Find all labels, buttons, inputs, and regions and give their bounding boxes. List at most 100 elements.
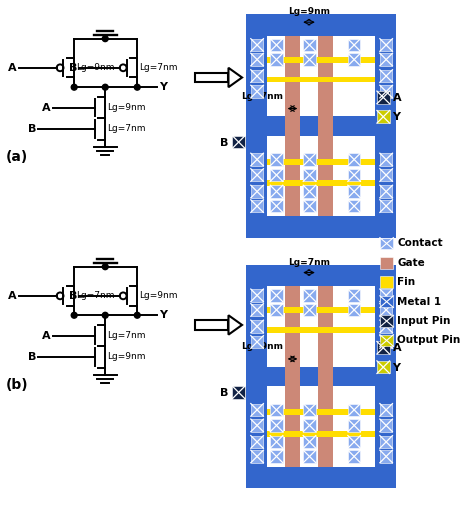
Text: Lg=7nm: Lg=7nm <box>241 92 283 101</box>
Bar <box>348 169 360 181</box>
Text: Metal 1: Metal 1 <box>397 297 441 307</box>
Bar <box>251 85 264 98</box>
Bar <box>380 320 392 333</box>
Bar <box>348 404 360 416</box>
Bar <box>380 303 392 316</box>
Bar <box>267 410 375 415</box>
Text: Output Pin: Output Pin <box>397 335 461 345</box>
Text: Lg=7nm: Lg=7nm <box>107 331 146 340</box>
Circle shape <box>134 85 140 90</box>
Bar <box>348 153 360 166</box>
Bar <box>380 404 392 416</box>
Bar <box>380 436 392 448</box>
Bar <box>267 159 375 165</box>
Bar <box>246 14 267 238</box>
Text: B: B <box>28 124 36 134</box>
Text: Lg=9nm: Lg=9nm <box>288 7 330 16</box>
Bar <box>251 70 264 82</box>
Circle shape <box>134 312 140 318</box>
Bar <box>267 181 375 186</box>
Text: Lg=9nm: Lg=9nm <box>241 342 283 351</box>
Bar <box>251 53 264 66</box>
Text: Y: Y <box>159 310 166 320</box>
Bar <box>251 320 264 333</box>
Bar <box>246 14 396 36</box>
Text: A: A <box>8 291 17 301</box>
Bar <box>348 185 360 198</box>
Text: Lg=9nm: Lg=9nm <box>139 291 178 300</box>
Bar <box>246 117 396 136</box>
Bar <box>246 265 267 488</box>
Text: Lg=7nm: Lg=7nm <box>288 258 330 267</box>
Bar <box>380 153 392 166</box>
Bar <box>251 404 264 416</box>
Bar <box>380 185 392 198</box>
Bar <box>270 169 283 181</box>
Bar <box>251 169 264 181</box>
Bar <box>270 450 283 463</box>
Bar <box>380 257 393 269</box>
Text: Y: Y <box>392 363 401 373</box>
Bar <box>380 315 393 327</box>
Text: Lg=9nm: Lg=9nm <box>107 352 146 362</box>
Bar <box>195 72 228 82</box>
Bar <box>380 335 392 348</box>
Bar <box>380 419 392 432</box>
Bar <box>377 91 390 104</box>
Text: A: A <box>392 343 401 353</box>
Bar <box>303 200 316 213</box>
Text: Contact: Contact <box>397 238 443 248</box>
Bar <box>270 53 283 66</box>
Bar <box>246 467 396 488</box>
Bar <box>377 341 390 354</box>
Bar <box>270 200 283 213</box>
Bar <box>348 53 360 66</box>
Bar <box>251 303 264 316</box>
Bar <box>303 185 316 198</box>
Bar <box>348 303 360 316</box>
Bar <box>375 265 396 488</box>
Bar <box>303 53 316 66</box>
Circle shape <box>102 264 108 270</box>
Bar <box>380 277 393 288</box>
Bar <box>375 14 396 238</box>
Bar <box>267 430 375 437</box>
Text: (b): (b) <box>5 378 28 392</box>
Bar <box>348 450 360 463</box>
Text: (a): (a) <box>5 150 27 164</box>
Text: Lg=7nm: Lg=7nm <box>139 64 178 72</box>
Bar <box>270 419 283 432</box>
Bar <box>195 320 228 330</box>
Bar <box>380 238 393 249</box>
Bar <box>251 39 264 51</box>
Text: Gate: Gate <box>397 258 425 268</box>
Bar <box>380 200 392 213</box>
Bar <box>251 289 264 302</box>
Bar <box>251 419 264 432</box>
Bar <box>251 153 264 166</box>
Text: Y: Y <box>159 82 166 92</box>
Bar <box>270 404 283 416</box>
Bar <box>377 361 390 373</box>
Text: B: B <box>69 63 77 73</box>
Bar <box>348 289 360 302</box>
Bar <box>318 286 333 467</box>
Bar <box>348 419 360 432</box>
Bar <box>303 39 316 51</box>
Text: B: B <box>28 352 36 362</box>
Bar <box>380 169 392 181</box>
Circle shape <box>71 312 77 318</box>
Bar <box>270 436 283 448</box>
Bar <box>246 265 396 286</box>
Bar <box>251 335 264 348</box>
Text: Lg=9nm: Lg=9nm <box>107 103 146 112</box>
Bar <box>270 39 283 51</box>
Bar <box>348 39 360 51</box>
Text: B: B <box>69 291 77 301</box>
Bar <box>300 366 318 386</box>
Bar <box>303 419 316 432</box>
Bar <box>380 39 392 51</box>
Bar <box>270 153 283 166</box>
Bar <box>285 286 300 467</box>
Bar <box>377 110 390 123</box>
